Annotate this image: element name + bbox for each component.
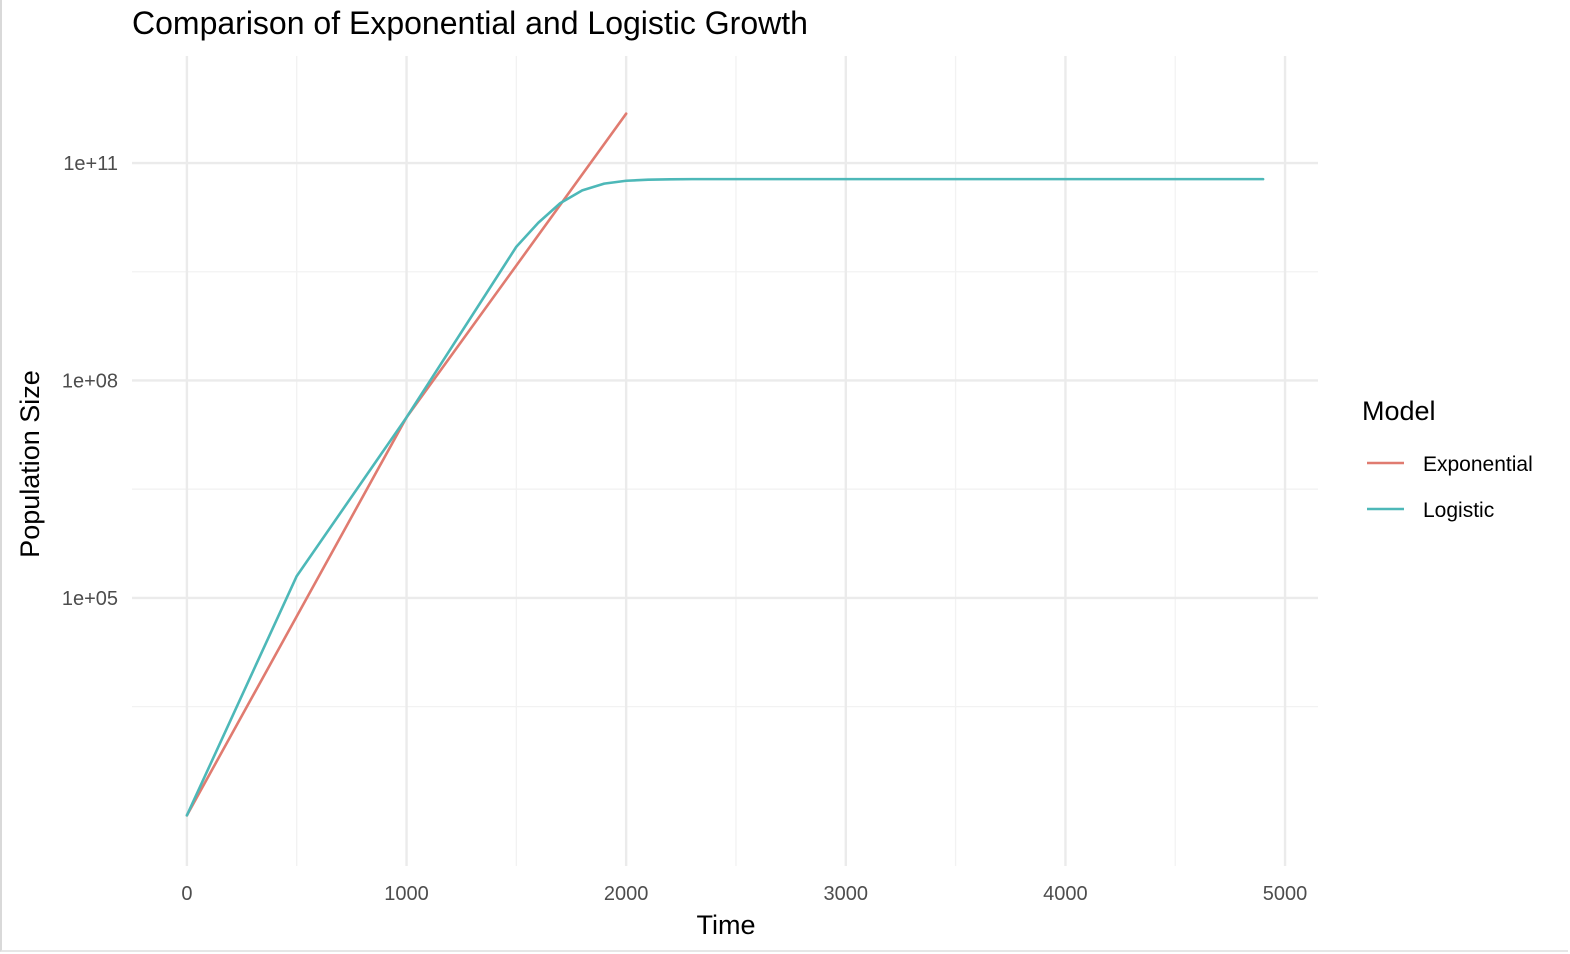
major-gridlines-y (132, 161, 1318, 600)
minor-gridlines-x (296, 56, 1176, 866)
legend-label-exponential: Exponential (1423, 453, 1533, 476)
x-tick-label: 1000 (384, 883, 429, 905)
y-axis-ticks: 1e+05 1e+08 1e+11 (62, 153, 118, 610)
x-tick-label: 0 (181, 883, 192, 905)
x-tick-label: 5000 (1263, 883, 1308, 905)
x-axis-ticks: 0 1000 2000 3000 4000 5000 (181, 883, 1307, 905)
x-tick-label: 4000 (1043, 883, 1088, 905)
legend: Model Exponential Logistic (1362, 396, 1533, 522)
x-tick-label: 3000 (824, 883, 869, 905)
legend-label-logistic: Logistic (1423, 499, 1494, 522)
chart-title: Comparison of Exponential and Logistic G… (132, 5, 808, 41)
minor-gridlines-y (132, 271, 1318, 708)
x-axis-title: Time (697, 910, 756, 940)
x-tick-label: 2000 (604, 883, 649, 905)
y-tick-label: 1e+05 (62, 588, 118, 610)
major-gridlines-x (185, 56, 1287, 866)
series-group (185, 112, 1265, 817)
y-tick-label: 1e+08 (62, 370, 118, 392)
legend-title: Model (1362, 396, 1436, 426)
y-tick-label: 1e+11 (63, 153, 118, 175)
y-axis-title: Population Size (15, 370, 45, 558)
legend-items: Exponential Logistic (1367, 453, 1533, 522)
series-line-logistic (185, 177, 1265, 817)
